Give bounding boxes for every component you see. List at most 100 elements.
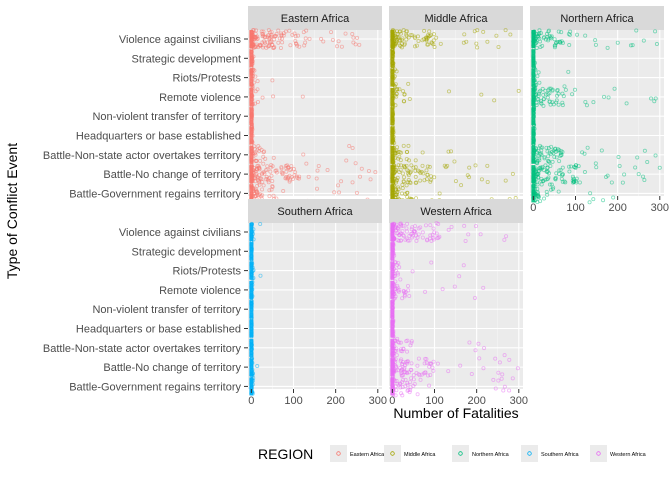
data-point (472, 29, 477, 34)
data-point (550, 187, 555, 192)
data-point (553, 43, 558, 48)
data-point (408, 380, 413, 385)
data-point (401, 143, 406, 148)
data-point (633, 165, 638, 170)
data-point (458, 363, 463, 368)
data-point (301, 30, 306, 35)
data-point (476, 341, 481, 346)
data-point (424, 35, 429, 40)
data-point (409, 340, 414, 345)
data-point (254, 158, 259, 163)
zero-cluster (390, 184, 395, 203)
data-point (258, 222, 263, 227)
data-point (257, 192, 262, 197)
data-point (416, 168, 421, 173)
legend-key (384, 445, 401, 462)
y-tick-label: Remote violence (159, 285, 241, 297)
data-point (269, 34, 274, 39)
data-point (472, 295, 477, 300)
data-point (624, 101, 629, 106)
data-point (404, 33, 409, 38)
data-point (429, 40, 434, 45)
y-tick-label: Violence against civilians (119, 227, 242, 239)
data-point (400, 385, 405, 390)
data-point (559, 176, 564, 181)
data-point (297, 44, 302, 49)
zero-cluster (390, 377, 395, 396)
y-tick-label: Violence against civilians (119, 34, 242, 46)
data-point (397, 43, 402, 48)
zero-cluster (390, 145, 395, 164)
data-point (394, 348, 399, 353)
data-point (593, 38, 598, 43)
x-axis: 0 100 200 300 (389, 389, 528, 407)
data-point (435, 361, 440, 366)
data-point (405, 283, 410, 288)
data-point (404, 339, 409, 344)
data-point (294, 42, 299, 47)
data-point (567, 164, 572, 169)
data-point (544, 145, 549, 150)
data-point (485, 163, 490, 168)
data-point (507, 388, 512, 393)
data-point (405, 168, 410, 173)
zero-cluster (531, 107, 536, 126)
data-point (497, 360, 502, 365)
data-point (429, 260, 434, 265)
data-point (556, 189, 561, 194)
data-point (474, 41, 479, 46)
data-point (571, 176, 576, 181)
series-points (249, 221, 263, 396)
data-point (271, 94, 276, 99)
legend-entry: Eastern Africa (330, 445, 385, 462)
data-point (446, 89, 451, 94)
data-point (410, 269, 415, 274)
data-point (461, 40, 466, 45)
data-point (485, 39, 490, 44)
data-point (269, 163, 274, 168)
x-tick-label: 200 (467, 395, 485, 407)
data-point (542, 196, 547, 201)
data-point (413, 165, 418, 170)
legend-label: Northern Africa (472, 452, 510, 458)
data-point (422, 28, 427, 33)
data-point (253, 101, 258, 106)
data-point (570, 92, 575, 97)
series-points (531, 28, 662, 205)
data-point (481, 29, 486, 34)
x-tick-label: 0 (389, 395, 395, 407)
data-point (507, 357, 512, 362)
data-point (641, 174, 646, 179)
data-point (397, 154, 402, 159)
data-point (510, 171, 515, 176)
facet-panels: Eastern Africa Middle Africa Northern Afri… (248, 6, 664, 398)
data-point (636, 172, 641, 177)
data-point (265, 40, 270, 45)
data-point (268, 30, 273, 35)
data-point (396, 289, 401, 294)
data-point (543, 163, 548, 168)
data-point (482, 346, 487, 351)
data-point (255, 79, 260, 84)
data-point (567, 43, 572, 48)
data-point (401, 288, 406, 293)
data-point (343, 31, 348, 36)
data-point (559, 30, 564, 35)
data-point (432, 230, 437, 235)
y-axis-label: Type of Conflict Event (4, 143, 20, 279)
data-point (432, 175, 437, 180)
data-point (394, 69, 399, 74)
data-point (635, 155, 640, 160)
data-point (406, 143, 411, 148)
data-point (582, 170, 587, 175)
data-point (477, 356, 482, 361)
data-point (404, 37, 409, 42)
data-point (546, 154, 551, 159)
plot-background (389, 30, 523, 196)
data-point (355, 35, 360, 40)
data-point (413, 230, 418, 235)
data-point (536, 153, 541, 158)
legend-title: REGION (258, 446, 313, 462)
facet-panel: Eastern Africa (248, 6, 382, 204)
data-point (609, 180, 614, 185)
